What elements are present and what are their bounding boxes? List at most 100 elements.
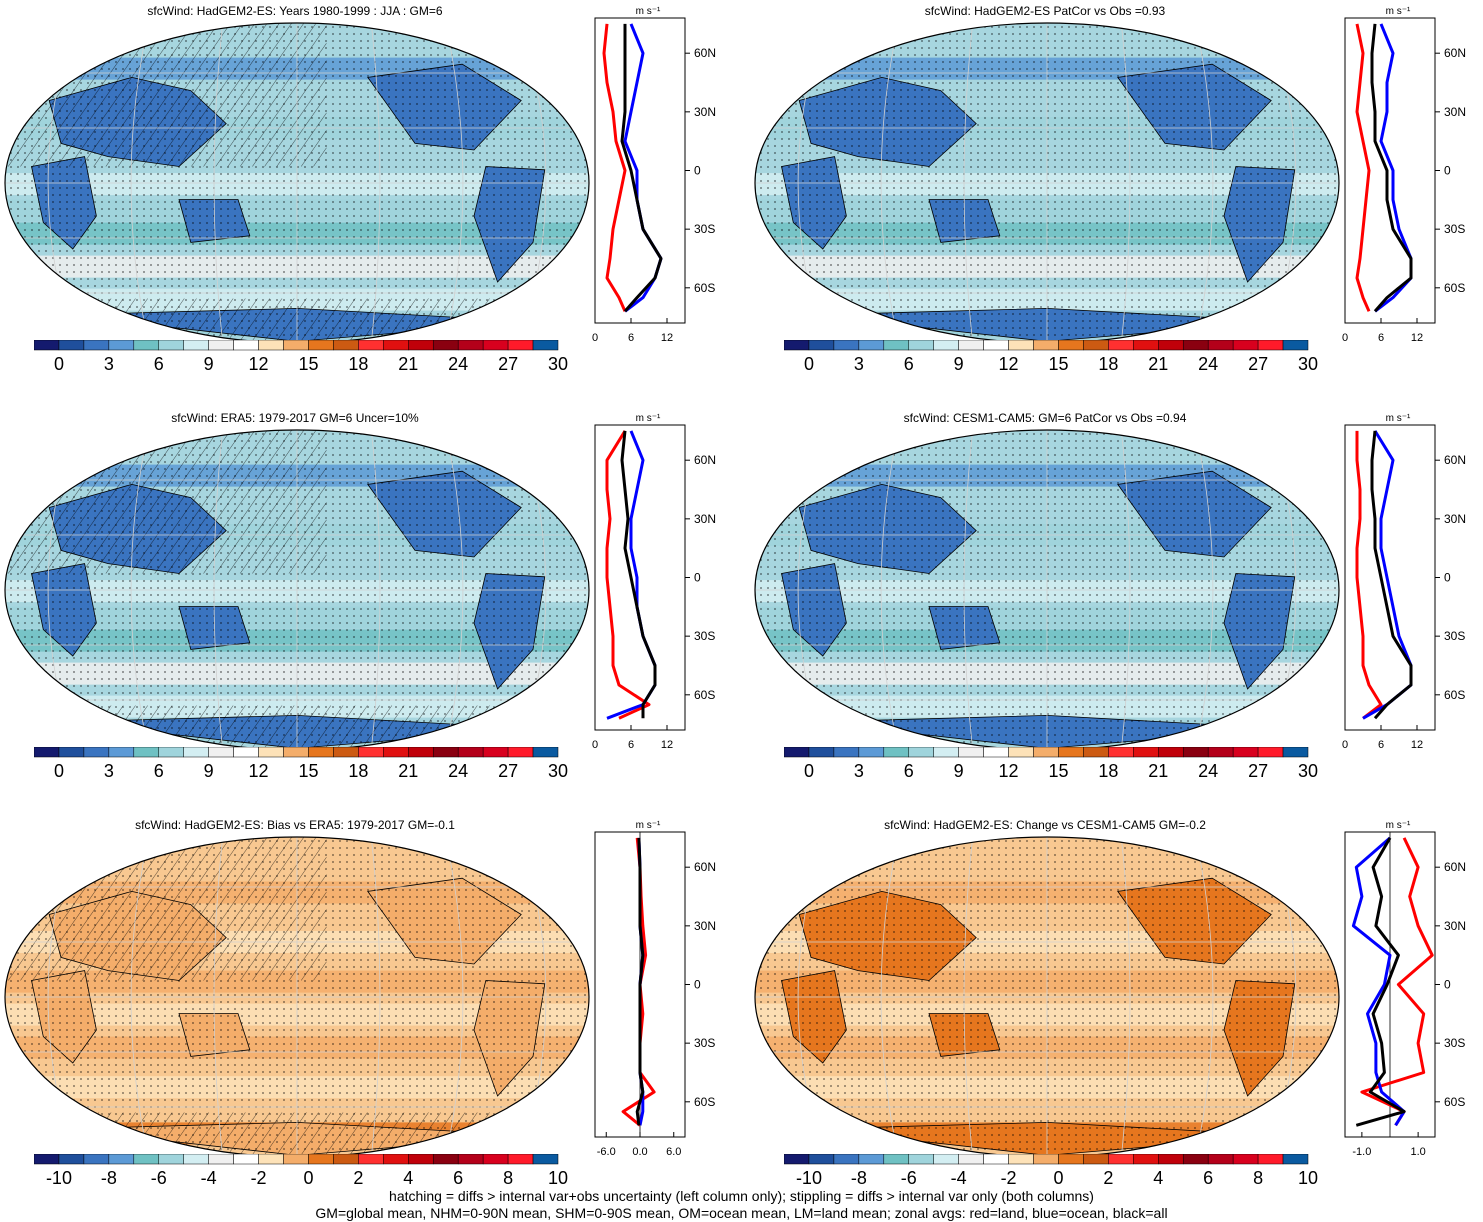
zonal-series-land — [1355, 430, 1383, 720]
zonal-series-all — [620, 23, 663, 313]
map-gridline — [963, 23, 974, 343]
map-gridline — [213, 430, 224, 750]
zonal-mean-plot: 60N 30N 0 30S 60S -6.0 0.0 6.0 m s⁻¹ — [594, 820, 716, 1158]
colorbar: 0 3 6 9 12 15 18 21 24 27 30 — [784, 340, 1318, 374]
colorbar-swatch — [34, 1154, 60, 1165]
colorbar-tick-label: 21 — [398, 761, 418, 781]
colorbar-swatch — [1133, 1154, 1159, 1165]
footer-line-1: hatching = diffs > internal var+obs unce… — [389, 1188, 1094, 1204]
colorbar-tick-label: 9 — [204, 354, 214, 374]
colorbar-swatch — [408, 1154, 434, 1165]
zonal-ytick-label: 0 — [694, 164, 701, 178]
colorbar-swatch — [532, 340, 559, 351]
zonal-ytick-label: 60S — [1444, 281, 1465, 295]
colorbar-tick-label: 6 — [1203, 1168, 1213, 1188]
colorbar: -10 -8 -6 -4 -2 0 2 4 6 8 10 — [784, 1154, 1318, 1188]
colorbar-tick-label: 2 — [1103, 1168, 1113, 1188]
colorbar-swatch — [408, 340, 434, 351]
colorbar-swatch — [1257, 1154, 1284, 1165]
zonal-xtick-label: 0 — [592, 739, 598, 751]
colorbar-swatch — [133, 1154, 160, 1165]
zonal-series-land — [602, 23, 627, 312]
zonal-unit-label: m s⁻¹ — [1386, 6, 1411, 17]
colorbar-swatch — [858, 1154, 885, 1165]
colorbar-swatch — [108, 747, 135, 758]
zonal-series-all — [1370, 430, 1413, 720]
colorbar-swatch — [1158, 747, 1184, 758]
colorbar-tick-label: 6 — [904, 354, 914, 374]
zonal-xtick-label: 6 — [628, 739, 634, 751]
zonal-xtick-label: -1.0 — [1352, 1146, 1371, 1158]
panel-title: sfcWind: HadGEM2-ES: Bias vs ERA5: 1979-… — [135, 818, 455, 832]
colorbar-swatch — [233, 340, 259, 351]
colorbar-swatch — [158, 340, 184, 351]
colorbar-tick-label: 3 — [854, 761, 864, 781]
colorbar-tick-label: 0 — [54, 761, 64, 781]
colorbar-swatch — [83, 747, 110, 758]
colorbar-swatch — [1108, 340, 1134, 351]
map-gridline — [1194, 837, 1214, 1157]
colorbar-tick-label: 27 — [498, 761, 518, 781]
colorbar-swatch — [1133, 340, 1159, 351]
colorbar: -10 -8 -6 -4 -2 0 2 4 6 8 10 — [34, 1154, 568, 1188]
zonal-ytick-label: 30S — [694, 222, 715, 236]
colorbar-swatch — [908, 340, 934, 351]
colorbar-swatch — [408, 747, 434, 758]
colorbar-swatch — [358, 747, 384, 758]
colorbar-tick-label: 12 — [999, 761, 1019, 781]
colorbar-swatch — [1207, 747, 1234, 758]
world-map — [4, 836, 590, 1158]
colorbar-tick-label: 3 — [854, 354, 864, 374]
colorbar-tick-label: 0 — [1053, 1168, 1063, 1188]
colorbar-tick-label: 0 — [303, 1168, 313, 1188]
colorbar-swatch — [1257, 747, 1284, 758]
zonal-unit-label: m s⁻¹ — [636, 820, 661, 831]
colorbar-swatch — [258, 340, 284, 351]
colorbar-swatch — [1158, 340, 1184, 351]
colorbar-tick-label: 3 — [104, 761, 114, 781]
colorbar-swatch — [457, 1154, 484, 1165]
zonal-unit-label: m s⁻¹ — [636, 6, 661, 17]
zonal-ytick-label: 30N — [1444, 512, 1466, 526]
colorbar-swatch — [507, 1154, 534, 1165]
panel-1: sfcWind: HadGEM2-ES: Years 1980-1999 : J… — [0, 0, 733, 400]
colorbar-swatch — [158, 747, 184, 758]
colorbar-tick-label: 15 — [1048, 354, 1068, 374]
colorbar-swatch — [208, 340, 234, 351]
colorbar-swatch — [233, 1154, 259, 1165]
colorbar-swatch — [482, 1154, 509, 1165]
zonal-mean-plot: 60N 30N 0 30S 60S -1.0 1.0 m s⁻¹ — [1344, 820, 1466, 1158]
zonal-ytick-label: 30N — [694, 105, 716, 119]
zonal-ytick-label: 0 — [694, 571, 701, 585]
map-gridline — [1194, 430, 1214, 750]
colorbar-swatch — [432, 1154, 459, 1165]
colorbar-tick-label: -8 — [101, 1168, 117, 1188]
colorbar-tick-label: 10 — [1298, 1168, 1318, 1188]
map-gridline — [130, 23, 150, 343]
colorbar-tick-label: 21 — [398, 354, 418, 374]
colorbar-tick-label: -2 — [1001, 1168, 1017, 1188]
colorbar-tick-label: 21 — [1148, 761, 1168, 781]
zonal-ytick-label: 30N — [694, 512, 716, 526]
zonal-ytick-label: 30N — [694, 919, 716, 933]
colorbar-swatch — [784, 340, 810, 351]
colorbar-swatch — [1008, 747, 1034, 758]
colorbar-swatch — [432, 340, 459, 351]
colorbar-swatch — [333, 747, 359, 758]
colorbar-swatch — [1108, 1154, 1134, 1165]
zonal-ytick-label: 0 — [1444, 978, 1451, 992]
colorbar-swatch — [883, 340, 910, 351]
colorbar-swatch — [183, 1154, 209, 1165]
map-gridline — [213, 23, 224, 343]
colorbar-tick-label: 18 — [348, 761, 368, 781]
colorbar-tick-label: 8 — [503, 1168, 513, 1188]
colorbar-tick-label: 30 — [548, 761, 568, 781]
world-map — [754, 429, 1340, 751]
panel-6: sfcWind: HadGEM2-ES: Change vs CESM1-CAM… — [750, 814, 1483, 1214]
zonal-xtick-label: 0 — [1342, 332, 1348, 344]
colorbar-swatch — [383, 747, 409, 758]
colorbar-swatch — [1058, 747, 1084, 758]
zonal-unit-label: m s⁻¹ — [1386, 820, 1411, 831]
colorbar-tick-label: 0 — [804, 761, 814, 781]
colorbar: 0 3 6 9 12 15 18 21 24 27 30 — [34, 340, 568, 374]
